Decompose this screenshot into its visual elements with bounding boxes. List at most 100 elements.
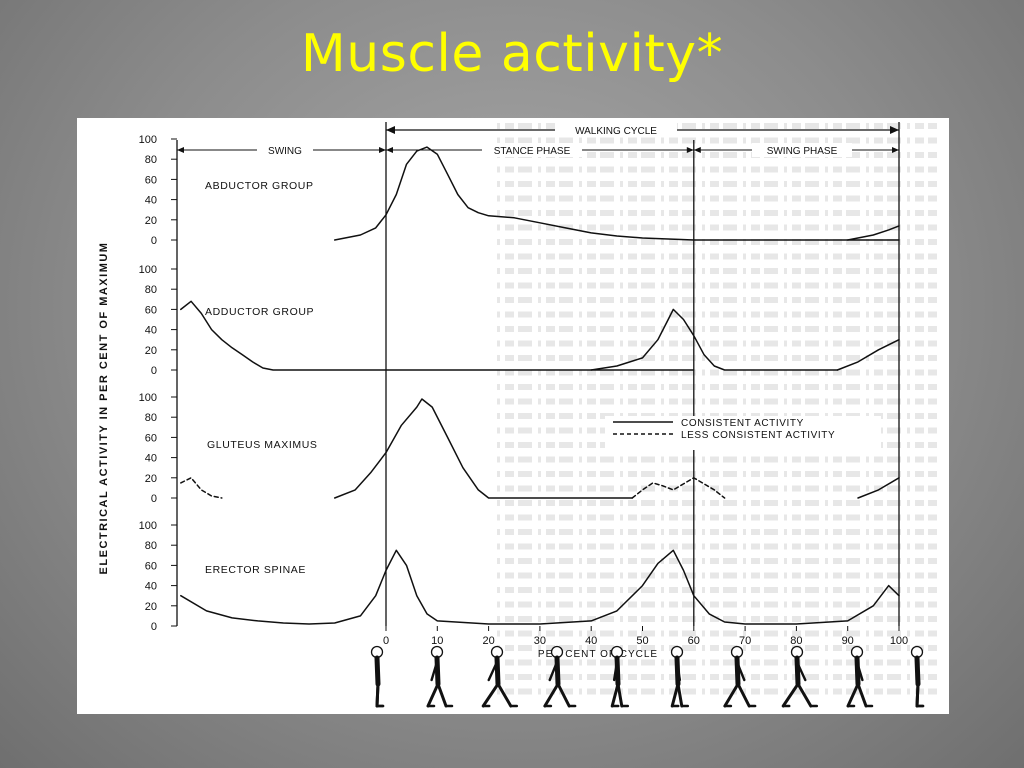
figure-arm <box>548 660 559 682</box>
figure-arm <box>855 660 864 682</box>
phase-arrowhead <box>379 147 386 153</box>
figure-leg-back <box>736 682 751 708</box>
legend-label: LESS CONSISTENT ACTIVITY <box>681 430 835 441</box>
y-tick-label: 0 <box>151 235 157 247</box>
cycle-label: WALKING CYCLE <box>575 126 657 137</box>
figure-leg-front <box>496 682 513 708</box>
figure-leg-back <box>481 682 500 708</box>
phase-arrowhead <box>686 147 694 153</box>
panel-label: GLUTEUS MAXIMUS <box>207 439 318 451</box>
figure-leg-back <box>796 682 813 708</box>
y-tick-label: 80 <box>145 154 157 166</box>
walking-figure <box>723 645 757 708</box>
y-tick-label: 60 <box>145 174 157 186</box>
swing-right-bg <box>752 143 852 157</box>
figure-leg-front <box>723 682 740 708</box>
panel-label: ABDUCTOR GROUP <box>205 180 314 192</box>
y-tick-label: 0 <box>151 493 157 505</box>
panel-erector-spinae: 0 20 40 60 80 100 ERECTOR SPINAE <box>139 520 900 633</box>
walking-figure <box>910 645 925 708</box>
x-tick-label: 100 <box>890 635 908 647</box>
series-line-consistent <box>846 225 900 241</box>
legend-label: CONSISTENT ACTIVITY <box>681 418 804 429</box>
series-line-less-consistent <box>631 477 726 499</box>
series-line-consistent <box>333 146 900 241</box>
y-tick-label: 80 <box>145 540 157 552</box>
figure-leg-front <box>846 682 860 708</box>
y-tick-label: 20 <box>145 345 157 357</box>
figure-leg-front <box>781 682 800 708</box>
x-tick-label: 50 <box>636 635 648 647</box>
walking-figures <box>370 645 925 708</box>
x-tick-label: 80 <box>790 635 802 647</box>
figure-leg-front <box>556 682 571 708</box>
phase-arrowhead <box>386 147 393 153</box>
x-tick-label: 30 <box>534 635 546 647</box>
figure-leg-back <box>375 682 380 708</box>
series-line-consistent <box>836 338 900 371</box>
series-line-consistent <box>857 477 900 499</box>
y-axis-label: ELECTRICAL ACTIVITY IN PER CENT OF MAXIM… <box>98 242 110 575</box>
y-tick-label: 0 <box>151 365 157 377</box>
panels: 0 20 40 60 80 100 ABDUCTOR GROUP 0 20 40 60 80 100 AD… <box>139 134 900 633</box>
walking-figure <box>781 645 819 708</box>
panel-abductor-group: 0 20 40 60 80 100 ABDUCTOR GROUP <box>139 134 900 247</box>
figure-arm <box>795 660 807 682</box>
figure-arm <box>487 660 499 682</box>
y-tick-label: 0 <box>151 621 157 633</box>
cycle-arrow-left <box>386 126 395 134</box>
figure-leg-front <box>670 682 680 708</box>
phase-arrowhead <box>892 147 899 153</box>
y-tick-label: 60 <box>145 432 157 444</box>
phase-label: STANCE PHASE <box>494 146 571 157</box>
y-tick-label: 100 <box>139 264 157 276</box>
figure-leg-back <box>610 682 620 708</box>
x-tick-label: 0 <box>383 635 389 647</box>
figure-leg-front <box>616 682 624 708</box>
cycle-header: WALKING CYCLE SWING STANCE PHASE SWING PHAS… <box>176 122 900 626</box>
phase-arrowhead <box>693 147 701 153</box>
y-tick-label: 20 <box>145 601 157 613</box>
emg-figure: WALKING CYCLE SWING STANCE PHASE SWING PHAS… <box>77 118 949 714</box>
x-tick-label: 40 <box>585 635 597 647</box>
muscle-activity-chart: WALKING CYCLE SWING STANCE PHASE SWING PHAS… <box>77 118 949 714</box>
phase-label: SWING <box>268 146 302 157</box>
series-line-consistent <box>333 398 633 499</box>
figure-leg-back <box>915 682 920 708</box>
figure-arm <box>612 660 619 682</box>
y-tick-label: 100 <box>139 392 157 404</box>
series-line-less-consistent <box>180 477 223 499</box>
x-axis: 0 10 20 30 40 50 60 70 80 90 100 PER CENT OF CYCLE <box>383 626 908 660</box>
figure-arm <box>675 660 682 682</box>
series-line-consistent <box>180 549 900 625</box>
x-tick-label: 90 <box>842 635 854 647</box>
walking-figure <box>481 645 519 708</box>
y-tick-label: 60 <box>145 304 157 316</box>
walking-figure <box>426 645 454 708</box>
x-tick-label: 70 <box>739 635 751 647</box>
panel-gluteus-maximus: 0 20 40 60 80 100 GLUTEUS MAXIMUS <box>139 392 900 505</box>
panel-adductor-group: 0 20 40 60 80 100 ADDUCTOR GROUP <box>139 264 900 377</box>
x-tick-label: 60 <box>688 635 700 647</box>
walking-figure <box>846 645 874 708</box>
figure-leg-back <box>426 682 440 708</box>
figure-arm <box>430 660 439 682</box>
figure-leg-back <box>856 682 868 708</box>
y-tick-label: 100 <box>139 134 157 146</box>
x-tick-label: 20 <box>482 635 494 647</box>
y-tick-label: 100 <box>139 520 157 532</box>
x-axis-label: PER CENT OF CYCLE <box>538 649 658 660</box>
phase-label: SWING PHASE <box>767 146 838 157</box>
y-tick-label: 40 <box>145 325 157 337</box>
y-tick-label: 40 <box>145 195 157 207</box>
panel-label: ADDUCTOR GROUP <box>205 306 314 318</box>
y-tick-label: 80 <box>145 412 157 424</box>
walking-figure <box>543 645 577 708</box>
stance-bg <box>482 143 582 157</box>
y-tick-label: 80 <box>145 284 157 296</box>
panel-label: ERECTOR SPINAE <box>205 564 306 576</box>
phase-arrowhead <box>177 147 184 153</box>
figure-leg-back <box>543 682 560 708</box>
slide-title: Muscle activity* <box>300 24 724 84</box>
